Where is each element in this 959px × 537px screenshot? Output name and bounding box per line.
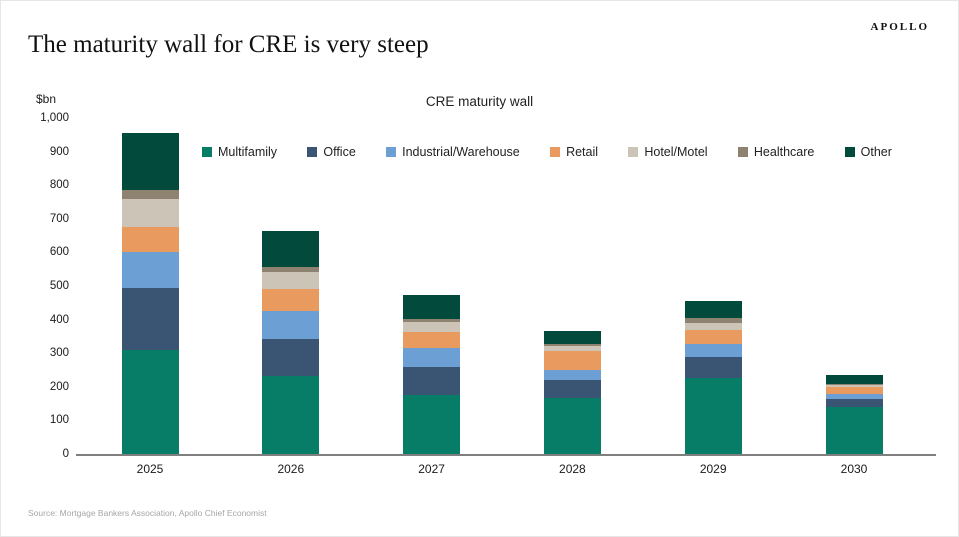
x-axis: 2025 2026 2027 2028 2029 2030	[76, 462, 936, 482]
legend-item-industrial-warehouse: Industrial/Warehouse	[386, 145, 520, 159]
bar-segment-2030-healthcare	[825, 383, 883, 385]
plot-area	[76, 118, 936, 456]
bar-segment-2026-healthcare	[262, 267, 320, 272]
bar-segment-2030-industrial-warehouse	[825, 393, 883, 400]
legend-item-office: Office	[307, 145, 356, 159]
bar-segment-2029-office	[684, 356, 742, 378]
bar-segment-2028-hotel-motel	[543, 345, 601, 352]
chart-title: CRE maturity wall	[425, 94, 534, 109]
legend-item-other: Other	[844, 145, 892, 159]
source-note: Source: Mortgage Bankers Association, Ap…	[28, 508, 267, 518]
bar-segment-2028-office	[543, 380, 601, 398]
y-tick-label: 600	[49, 246, 69, 259]
legend-item-hotel-motel: Hotel/Motel	[628, 145, 708, 159]
bar-segment-2030-office	[825, 399, 883, 407]
bar-segment-2028-industrial-warehouse	[543, 369, 601, 381]
bar-segment-2029-hotel-motel	[684, 323, 742, 331]
bar-segment-2029-industrial-warehouse	[684, 344, 742, 357]
bar-segment-2025-industrial-warehouse	[121, 252, 179, 288]
y-tick-label: 900	[49, 145, 69, 158]
bar-segment-2025-other	[121, 132, 179, 191]
apollo-logo: APOLLO	[870, 21, 929, 33]
bar-segment-2026-industrial-warehouse	[262, 310, 320, 340]
x-tick-label-2028: 2028	[559, 462, 586, 476]
bar-segment-2030-multifamily	[825, 406, 883, 454]
x-tick-label-2027: 2027	[418, 462, 445, 476]
chart-legend: Multifamily Office Industrial/Warehouse Ret…	[202, 145, 892, 159]
bar-segment-2026-multifamily	[262, 375, 320, 454]
bar-segment-2025-healthcare	[121, 190, 179, 199]
page-title: The maturity wall for CRE is very steep	[28, 31, 429, 58]
y-axis-unit-label: $bn	[36, 92, 57, 106]
bar-2029	[684, 300, 742, 454]
bar-segment-2026-retail	[262, 289, 320, 311]
y-tick-label: 700	[49, 212, 69, 225]
bar-segment-2028-multifamily	[543, 397, 601, 454]
legend-item-retail: Retail	[550, 145, 598, 159]
bar-segment-2029-other	[684, 300, 742, 319]
bar-2028	[543, 331, 601, 454]
bar-segment-2025-multifamily	[121, 349, 179, 454]
x-tick-label-2026: 2026	[277, 462, 305, 476]
bar-segment-2029-multifamily	[684, 377, 742, 454]
legend-swatch-multifamily	[202, 147, 212, 157]
y-tick-label: 400	[49, 313, 69, 326]
bar-segment-2026-hotel-motel	[262, 271, 320, 290]
y-tick-label: 200	[49, 380, 69, 393]
bar-2025	[121, 132, 179, 454]
legend-swatch-healthcare	[737, 147, 748, 157]
bar-segment-2027-industrial-warehouse	[403, 347, 461, 367]
legend-swatch-other	[844, 147, 855, 157]
y-tick-label: 500	[49, 280, 69, 292]
legend-label: Office	[323, 145, 356, 159]
y-tick-label: 1,000	[40, 112, 69, 124]
bar-segment-2025-hotel-motel	[121, 198, 179, 227]
legend-label: Hotel/Motel	[644, 145, 708, 159]
y-tick-label: 100	[49, 414, 69, 427]
bar-segment-2027-hotel-motel	[403, 321, 461, 333]
bar-segment-2030-retail	[825, 387, 883, 394]
bar-segment-2027-office	[403, 366, 461, 395]
legend-label: Healthcare	[753, 145, 815, 159]
bar-segment-2026-other	[262, 231, 320, 268]
bar-segment-2029-retail	[684, 330, 742, 345]
legend-swatch-industrial-warehouse	[386, 147, 397, 157]
bar-segment-2028-healthcare	[543, 344, 601, 346]
y-tick-label: 300	[49, 347, 69, 360]
legend-swatch-hotel-motel	[628, 147, 639, 157]
bar-segment-2030-other	[825, 375, 883, 384]
legend-label: Other	[860, 145, 892, 159]
x-tick-label-2030: 2030	[840, 462, 868, 476]
bar-2026	[262, 231, 320, 454]
bar-segment-2027-healthcare	[403, 319, 461, 322]
bar-segment-2027-multifamily	[403, 394, 461, 454]
bar-segment-2030-hotel-motel	[825, 384, 883, 388]
bar-segment-2027-other	[403, 295, 461, 320]
bar-segment-2026-office	[262, 339, 320, 376]
legend-swatch-office	[307, 147, 318, 157]
bar-segment-2025-office	[121, 287, 179, 350]
legend-item-multifamily: Multifamily	[202, 145, 277, 159]
x-tick-label-2029: 2029	[699, 462, 727, 476]
bar-segment-2028-retail	[543, 351, 601, 370]
y-axis: 0 100 200 300 400 500 600 700 800 900 1,000	[1, 112, 69, 460]
x-tick-label-2025: 2025	[136, 462, 164, 476]
bar-segment-2028-other	[543, 331, 601, 345]
y-tick-label: 800	[49, 179, 69, 192]
legend-label: Retail	[566, 145, 599, 159]
legend-label: Industrial/Warehouse	[402, 145, 520, 159]
bar-segment-2029-healthcare	[684, 318, 742, 324]
legend-label: Multifamily	[218, 145, 278, 159]
legend-swatch-retail	[550, 147, 561, 157]
bar-2030	[825, 375, 883, 454]
bar-2027	[403, 295, 461, 454]
legend-item-healthcare: Healthcare	[737, 145, 815, 159]
bar-segment-2025-retail	[121, 226, 179, 253]
bar-segment-2027-retail	[403, 332, 461, 348]
y-tick-label: 0	[62, 448, 69, 460]
